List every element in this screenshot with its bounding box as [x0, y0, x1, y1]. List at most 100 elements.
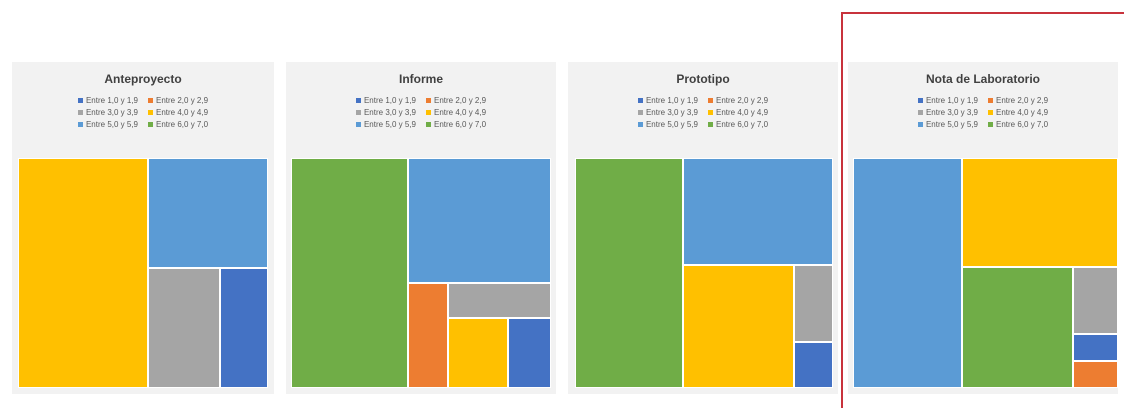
legend-label: Entre 6,0 y 7,0	[996, 120, 1049, 129]
treemap-area	[291, 158, 551, 388]
legend-entry: Entre 3,0 y 3,9	[77, 108, 138, 117]
legend-swatch	[637, 122, 643, 127]
treemap-area	[575, 158, 833, 388]
treemap-panel-prototipo: Prototipo Entre 1,0 y 1,9 Entre 2,0 y 2,9…	[568, 62, 838, 394]
legend-swatch	[77, 98, 83, 103]
treemap-tile	[408, 283, 449, 388]
legend-swatch	[917, 110, 923, 115]
legend-label: Entre 3,0 y 3,9	[363, 108, 416, 117]
treemap-tile	[148, 158, 268, 269]
legend-label: Entre 4,0 y 4,9	[156, 108, 209, 117]
chart-title: Informe	[398, 72, 443, 86]
treemap-panel-nota-de-laboratorio: Nota de Laboratorio Entre 1,0 y 1,9 Entre…	[848, 62, 1118, 394]
treemap-tile	[18, 158, 148, 388]
legend-entry: Entre 2,0 y 2,9	[148, 96, 208, 105]
legend-label: Entre 3,0 y 3,9	[925, 108, 978, 117]
treemap-tile	[408, 158, 551, 284]
legend-label: Entre 5,0 y 5,9	[645, 120, 698, 129]
legend-label: Entre 4,0 y 4,9	[434, 108, 487, 117]
treemap-tile	[794, 341, 833, 388]
legend-label: Entre 2,0 y 2,9	[434, 96, 487, 105]
legend-entry: Entre 6,0 y 7,0	[988, 120, 1048, 129]
chart-title: Anteproyecto	[104, 72, 182, 86]
legend-entry: Entre 5,0 y 5,9	[355, 120, 416, 129]
legend-label: Entre 1,0 y 1,9	[925, 96, 978, 105]
legend-swatch	[148, 98, 153, 103]
legend-entry: Entre 1,0 y 1,9	[917, 96, 978, 105]
legend-entry: Entre 6,0 y 7,0	[426, 120, 486, 129]
legend-label: Entre 1,0 y 1,9	[363, 96, 416, 105]
treemap-tile	[448, 283, 551, 319]
legend-swatch	[637, 110, 643, 115]
treemap-panel-anteproyecto: Anteproyecto Entre 1,0 y 1,9 Entre 2,0 y …	[12, 62, 274, 394]
legend-swatch	[426, 110, 431, 115]
legend-swatch	[355, 122, 361, 127]
legend-swatch	[148, 110, 153, 115]
legend-label: Entre 6,0 y 7,0	[434, 120, 487, 129]
legend-swatch	[355, 110, 361, 115]
legend-entry: Entre 1,0 y 1,9	[77, 96, 138, 105]
legend-label: Entre 1,0 y 1,9	[85, 96, 138, 105]
legend-entry: Entre 5,0 y 5,9	[637, 120, 698, 129]
treemap-area	[18, 158, 268, 388]
legend-label: Entre 2,0 y 2,9	[716, 96, 769, 105]
legend-label: Entre 3,0 y 3,9	[645, 108, 698, 117]
legend-entry: Entre 4,0 y 4,9	[708, 108, 768, 117]
treemap-tile	[683, 265, 795, 388]
treemap-tile	[220, 268, 268, 388]
legend-swatch	[988, 122, 993, 127]
legend-label: Entre 5,0 y 5,9	[363, 120, 416, 129]
legend-entry: Entre 2,0 y 2,9	[988, 96, 1048, 105]
legend-swatch	[708, 122, 713, 127]
selection-highlight-frame	[841, 12, 1124, 408]
treemap-panel-informe: Informe Entre 1,0 y 1,9 Entre 2,0 y 2,9 En…	[286, 62, 556, 394]
legend-entry: Entre 5,0 y 5,9	[917, 120, 978, 129]
treemap-tile	[683, 158, 833, 266]
treemap-tile	[291, 158, 408, 388]
treemap-tile	[448, 318, 509, 388]
legend: Entre 1,0 y 1,9 Entre 2,0 y 2,9 Entre 3,0 …	[286, 96, 556, 129]
treemap-tile	[1072, 334, 1118, 362]
legend-swatch	[708, 98, 713, 103]
treemap-tile	[794, 265, 833, 342]
legend-swatch	[77, 122, 83, 127]
chart-title: Nota de Laboratorio	[925, 72, 1040, 86]
legend-entry: Entre 3,0 y 3,9	[637, 108, 698, 117]
legend: Entre 1,0 y 1,9 Entre 2,0 y 2,9 Entre 3,0 …	[568, 96, 838, 129]
legend-entry: Entre 3,0 y 3,9	[917, 108, 978, 117]
legend-entry: Entre 2,0 y 2,9	[426, 96, 486, 105]
legend-entry: Entre 5,0 y 5,9	[77, 120, 138, 129]
legend-label: Entre 6,0 y 7,0	[156, 120, 209, 129]
legend-label: Entre 4,0 y 4,9	[996, 108, 1049, 117]
legend-swatch	[988, 98, 993, 103]
legend: Entre 1,0 y 1,9 Entre 2,0 y 2,9 Entre 3,0 …	[848, 96, 1118, 129]
legend-label: Entre 1,0 y 1,9	[645, 96, 698, 105]
legend-label: Entre 4,0 y 4,9	[716, 108, 769, 117]
treemap-area	[853, 158, 1118, 388]
legend-label: Entre 2,0 y 2,9	[996, 96, 1049, 105]
legend-entry: Entre 6,0 y 7,0	[708, 120, 768, 129]
legend-swatch	[988, 110, 993, 115]
legend-entry: Entre 4,0 y 4,9	[988, 108, 1048, 117]
treemap-tile	[853, 158, 962, 388]
legend-entry: Entre 3,0 y 3,9	[355, 108, 416, 117]
legend-entry: Entre 4,0 y 4,9	[426, 108, 486, 117]
legend-swatch	[355, 98, 361, 103]
legend: Entre 1,0 y 1,9 Entre 2,0 y 2,9 Entre 3,0 …	[12, 96, 274, 129]
legend-entry: Entre 6,0 y 7,0	[148, 120, 208, 129]
treemap-tile	[1072, 361, 1118, 388]
legend-entry: Entre 4,0 y 4,9	[148, 108, 208, 117]
legend-label: Entre 5,0 y 5,9	[925, 120, 978, 129]
treemap-tile	[961, 158, 1118, 268]
legend-swatch	[917, 98, 923, 103]
legend-entry: Entre 1,0 y 1,9	[355, 96, 416, 105]
legend-swatch	[637, 98, 643, 103]
legend-swatch	[426, 98, 431, 103]
legend-label: Entre 3,0 y 3,9	[85, 108, 138, 117]
legend-swatch	[708, 110, 713, 115]
chart-title: Prototipo	[676, 72, 730, 86]
treemap-tile	[148, 268, 220, 388]
treemap-tile	[961, 267, 1073, 388]
legend-swatch	[426, 122, 431, 127]
legend-label: Entre 2,0 y 2,9	[156, 96, 209, 105]
